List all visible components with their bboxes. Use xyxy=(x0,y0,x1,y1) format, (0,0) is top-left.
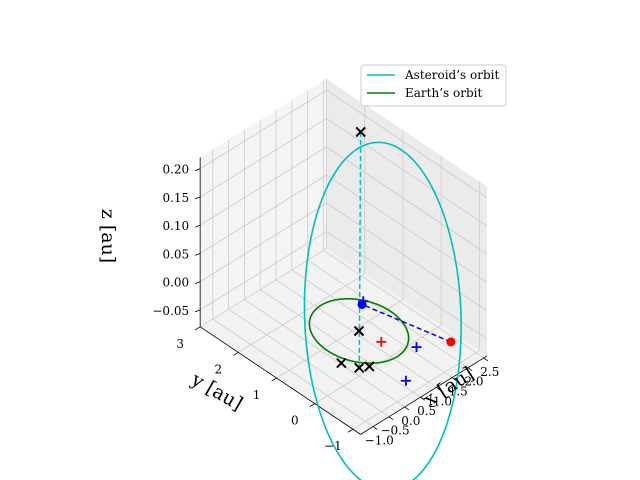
z-tick-label: 0.20 xyxy=(162,163,189,177)
back-pane-x xyxy=(326,78,487,357)
marker-plus-red_plus xyxy=(376,336,387,347)
x-tick-mark xyxy=(372,426,378,430)
grid-line-x-floor xyxy=(259,289,421,398)
z-tick-mark xyxy=(195,224,201,228)
legend-earth-label: Earth’s orbit xyxy=(405,86,482,100)
floor-pane xyxy=(200,248,487,435)
back-pane-y xyxy=(200,78,327,327)
grid-line-z-back xyxy=(199,174,327,254)
marker-x-stroke xyxy=(354,362,365,374)
y-tick-mark xyxy=(347,428,354,433)
z-tick-label: 0.15 xyxy=(162,191,189,205)
y-tick-mark xyxy=(233,352,239,356)
marker-dot-red_point xyxy=(446,337,456,347)
marker-x-asteroid_aphelion xyxy=(355,126,366,138)
plot-data xyxy=(303,126,462,480)
legend-asteroid-label: Asteroid’s orbit xyxy=(404,68,499,82)
grid-line-x-floor xyxy=(244,299,406,408)
y-tick-label: 3 xyxy=(176,337,184,351)
x-tick-label: 0.0 xyxy=(401,414,420,428)
z-tick-label: 0.00 xyxy=(162,276,189,290)
grid-line-y-floor xyxy=(314,324,442,404)
earth-orbit-line xyxy=(308,297,410,365)
marker-plus-blue_plus_2 xyxy=(411,342,422,353)
marker-x-stroke xyxy=(353,325,365,337)
x-tick-mark xyxy=(388,416,394,421)
x-axis-line xyxy=(360,355,488,435)
grid-line-z-side xyxy=(326,89,488,199)
tick-labels: −1.0−0.50.00.51.01.52.02.5 −1 0 1 2 3 −0.05 0.0… xyxy=(152,163,499,454)
dashed-line-asteroid_aphelion-asteroid_node_1 xyxy=(358,131,362,368)
grid-line-x-floor xyxy=(291,269,453,378)
grid-line-z-back xyxy=(199,118,327,198)
x-tick-label: 0.5 xyxy=(417,404,436,418)
marker-x-sun xyxy=(353,325,365,337)
marker-dot-blue_point xyxy=(357,299,367,309)
grid-line-x-floor xyxy=(323,250,485,359)
x-tick-label: 1.0 xyxy=(433,394,452,408)
z-tick-mark xyxy=(195,253,201,256)
axis-lines xyxy=(199,157,488,435)
y-tick-label: 0 xyxy=(291,414,299,428)
z-tick-mark xyxy=(195,281,201,285)
x-tick-mark xyxy=(404,406,410,411)
y-axis-line xyxy=(199,326,361,435)
z-tick-mark xyxy=(195,309,201,313)
dashed-line-red_point-blue_point xyxy=(361,303,452,343)
y-tick-mark xyxy=(271,377,277,382)
marker-x-stroke xyxy=(355,126,366,138)
z-tick-mark xyxy=(195,168,201,172)
x-tick-label: −0.5 xyxy=(380,424,409,438)
grid-line-z-back xyxy=(199,202,327,282)
y-tick-label: 1 xyxy=(253,388,261,402)
marker-plus-blue_plus_1 xyxy=(358,296,369,307)
x-tick-mark xyxy=(436,387,441,391)
grid-line-z-back xyxy=(199,231,327,311)
asteroid-orbit-line xyxy=(303,141,462,480)
x-tick-label: 2.5 xyxy=(480,365,499,379)
x-tick-mark xyxy=(451,377,457,381)
x-tick-label: 2.0 xyxy=(464,375,483,389)
marker-x-stroke xyxy=(336,357,347,369)
grid-line-z-side xyxy=(326,118,488,227)
y-tick-label: 2 xyxy=(215,362,223,376)
grid-line-y-floor xyxy=(352,350,480,430)
y-tick-mark xyxy=(309,403,315,407)
grid-line-z-side xyxy=(326,146,488,255)
z-tick-mark xyxy=(195,196,201,200)
grid-line-x-floor xyxy=(212,318,374,427)
y-tick-mark xyxy=(194,326,201,331)
z-tick-label: 0.05 xyxy=(162,247,189,261)
marker-x-asteroid_perihelion xyxy=(336,357,347,369)
grid-line-z-back xyxy=(199,89,327,169)
marker-x-asteroid_node_2 xyxy=(364,361,375,372)
grid-line-x-floor xyxy=(307,259,469,369)
z-tick-label: −0.05 xyxy=(152,304,189,318)
marker-x-asteroid_node_1 xyxy=(354,362,365,374)
grid-line-y-floor xyxy=(199,248,327,328)
z-tick-label: 0.10 xyxy=(162,219,189,233)
marker-plus-blue_plus_3 xyxy=(400,375,411,386)
legend-frame xyxy=(360,64,507,107)
grid-line-z-back xyxy=(199,146,327,226)
y-tick-label: −1 xyxy=(324,439,342,453)
legend: Asteroid’s orbit Earth’s orbit xyxy=(360,64,507,107)
grid-line-z-side xyxy=(326,174,488,283)
x-tick-label: 1.5 xyxy=(449,385,468,399)
grid-line-z-side xyxy=(326,231,488,340)
x-tick-mark xyxy=(467,367,473,372)
marker-x-stroke xyxy=(364,361,375,372)
z-axis-label: z [au] xyxy=(97,209,119,263)
axes-panes xyxy=(200,78,487,435)
x-tick-mark xyxy=(420,396,425,401)
grid-line-y-floor xyxy=(238,273,365,353)
x-tick-mark xyxy=(483,357,489,362)
x-tick-label: −1.0 xyxy=(365,434,394,448)
